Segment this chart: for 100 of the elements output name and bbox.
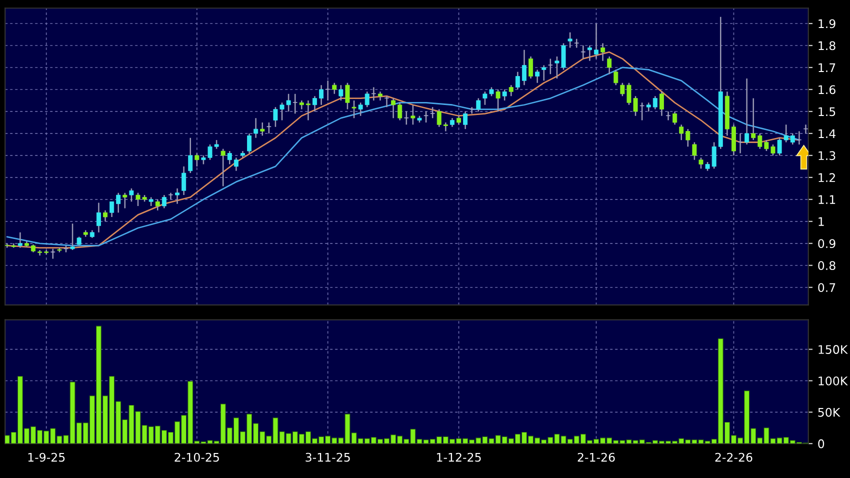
candlestick — [116, 192, 121, 214]
candlestick — [391, 98, 396, 119]
candlestick — [18, 232, 22, 248]
candlestick — [470, 106, 474, 114]
candlestick — [528, 56, 534, 80]
candlestick — [326, 80, 330, 102]
candlestick — [803, 124, 808, 134]
candlestick — [548, 58, 553, 75]
candlestick — [679, 124, 684, 141]
y-tick-label: 1.2 — [818, 173, 835, 182]
candlestick — [129, 188, 134, 202]
candlestick — [194, 152, 200, 168]
candlestick — [607, 56, 612, 75]
candlestick — [463, 110, 468, 130]
candlestick — [410, 104, 416, 126]
candlestick — [247, 132, 252, 154]
candlestick — [652, 95, 658, 110]
candlestick — [338, 84, 344, 102]
candlestick — [430, 106, 435, 119]
y-tick-label: 0.7 — [818, 283, 836, 292]
y-tick-label: 1.6 — [818, 85, 836, 94]
candlestick — [234, 157, 238, 172]
candlestick — [508, 84, 514, 97]
candlestick — [568, 32, 572, 48]
candlestick — [790, 132, 795, 146]
candlestick — [404, 110, 409, 126]
y-tick-label: 1.3 — [818, 151, 836, 160]
candlestick — [162, 194, 166, 209]
y-tick-label: 100K — [818, 376, 848, 386]
candlestick — [319, 84, 324, 106]
y-tick-label: 0.9 — [818, 239, 836, 248]
x-tick-label: 1-12-25 — [437, 452, 481, 462]
candlestick — [640, 102, 644, 121]
candlestick — [182, 166, 186, 196]
candlestick — [345, 82, 350, 110]
candlestick — [352, 100, 356, 119]
y-tick-label: 1 — [818, 217, 824, 226]
y-tick-label: 1.7 — [818, 63, 836, 72]
y-tick-label: 1.5 — [818, 107, 836, 116]
candlestick — [692, 142, 697, 160]
candlestick — [103, 210, 108, 222]
candlestick — [436, 108, 442, 128]
candlestick — [110, 200, 114, 218]
candlestick — [364, 91, 370, 108]
candlestick — [796, 130, 802, 146]
candlestick — [188, 137, 193, 174]
candlestick — [587, 44, 592, 62]
candlestick — [96, 202, 101, 234]
candlestick — [227, 150, 232, 165]
y-tick-label: 0.8 — [818, 261, 836, 270]
candlestick — [738, 132, 743, 154]
candlestick — [751, 98, 756, 141]
candlestick — [600, 42, 606, 62]
candlestick — [542, 64, 546, 82]
candlestick — [594, 22, 598, 60]
candlestick — [476, 98, 481, 112]
candlestick — [312, 95, 317, 112]
candlestick — [659, 91, 664, 116]
x-tick-label: 3-11-25 — [306, 452, 350, 462]
y-tick-label: 1.1 — [818, 195, 836, 204]
x-tick-label: 2-10-25 — [174, 452, 219, 462]
candlestick — [122, 192, 128, 209]
candlestick — [254, 117, 258, 138]
candlestick — [398, 102, 402, 121]
y-tick-label: 150K — [818, 345, 848, 354]
candlestick — [260, 122, 265, 136]
candlestick — [515, 71, 520, 90]
candlestick — [580, 44, 586, 60]
candlestick — [535, 69, 540, 84]
candlestick — [384, 95, 389, 108]
candlestick — [155, 198, 160, 212]
candlestick — [306, 100, 310, 121]
y-tick-label: 1.4 — [818, 129, 836, 138]
y-tick-label: 0 — [818, 439, 824, 448]
candlestick — [744, 78, 750, 146]
candlestick — [50, 248, 56, 260]
candlestick — [266, 122, 272, 134]
candlestick — [175, 188, 180, 204]
y-tick-label: 50K — [818, 408, 840, 417]
x-tick-label: 2-1-26 — [578, 452, 615, 462]
candlestick — [496, 88, 500, 112]
candlestick — [292, 93, 298, 114]
candlestick — [698, 157, 704, 170]
candlestick — [168, 192, 173, 200]
candlestick — [443, 122, 448, 132]
candlestick — [332, 82, 337, 95]
candlestick — [70, 222, 75, 251]
y-tick-label: 1.9 — [818, 19, 836, 28]
x-tick-label: 2-2-26 — [715, 452, 752, 462]
y-tick-label: 1.8 — [818, 41, 836, 50]
candlestick — [686, 128, 690, 148]
candlestick — [371, 86, 376, 102]
x-tick-label: 1-9-25 — [28, 452, 65, 462]
candlestick — [502, 88, 507, 102]
candlestick — [672, 110, 678, 126]
candlestick — [614, 69, 618, 86]
candlestick — [220, 148, 226, 187]
candlestick — [424, 110, 428, 124]
candlestick — [522, 49, 526, 86]
candlestick — [358, 102, 363, 116]
